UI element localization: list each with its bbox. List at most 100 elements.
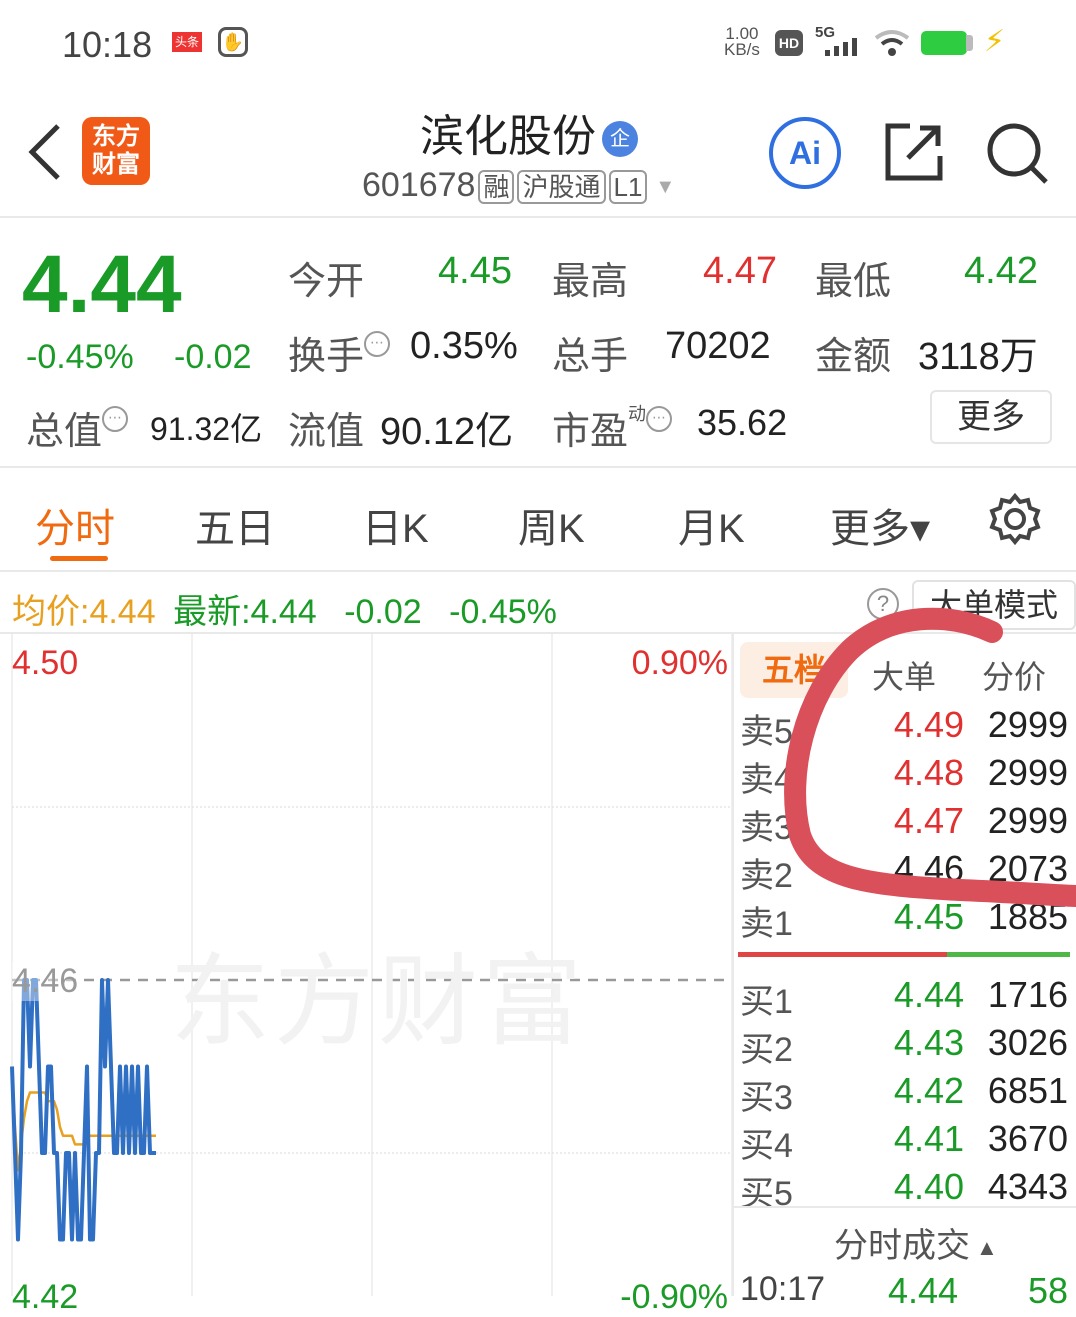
float-cap-value: 90.12亿 <box>380 411 514 453</box>
tab-big-order[interactable]: 大单 <box>872 659 937 695</box>
level-volume: 4343 <box>987 1166 1068 1207</box>
stock-code-line[interactable]: 601678 融沪股通 L1 ▼ <box>362 166 676 205</box>
level-label: 卖5 <box>740 713 793 751</box>
level-label: 买2 <box>740 1031 793 1069</box>
order-book-row[interactable]: 买1 4.44 1716 <box>734 974 1076 1022</box>
settings-gear-icon[interactable] <box>988 492 1042 546</box>
order-book-row[interactable]: 卖2 4.46 2073 <box>734 848 1076 896</box>
level-price: 4.43 <box>893 1022 964 1063</box>
order-book-row[interactable]: 卖3 4.47 2999 <box>734 800 1076 848</box>
charging-icon: ⚡ <box>984 25 1006 58</box>
battery-icon <box>921 31 967 55</box>
level-label: 买4 <box>740 1127 793 1165</box>
order-book-row[interactable]: 卖5 4.49 2999 <box>734 704 1076 752</box>
level-price: 4.44 <box>893 974 964 1015</box>
level-label: 卖1 <box>740 905 793 943</box>
connect-tag: 沪股通 <box>517 170 606 205</box>
tick-volume: 58 <box>1027 1270 1068 1311</box>
app-logo[interactable]: 东方 财富 <box>82 117 150 185</box>
info-icon[interactable]: ⋯ <box>646 406 673 432</box>
level-price: 4.48 <box>893 752 964 793</box>
level-label: 买3 <box>740 1079 793 1117</box>
level-volume: 2999 <box>987 704 1068 745</box>
share-icon[interactable] <box>882 120 946 184</box>
info-icon[interactable]: ⋯ <box>364 331 391 357</box>
battery-tip <box>966 35 973 51</box>
tab-weekly-k[interactable]: 周K <box>518 507 585 551</box>
market-cap-value: 91.32亿 <box>150 411 263 447</box>
order-book-row[interactable]: 卖4 4.48 2999 <box>734 752 1076 800</box>
y-tick-top: 4.50 <box>12 644 79 682</box>
level-volume: 6851 <box>987 1070 1068 1111</box>
order-book-row[interactable]: 买4 4.41 3670 <box>734 1118 1076 1166</box>
float-cap-label: 流值 <box>288 411 365 453</box>
open-value: 4.45 <box>438 250 512 292</box>
wifi-icon <box>874 30 910 56</box>
help-icon[interactable]: ? <box>867 588 899 620</box>
big-order-mode-button[interactable]: 大单模式 <box>912 580 1076 630</box>
stock-title: 滨化股份企 <box>420 100 638 164</box>
tab-five-day[interactable]: 五日 <box>195 507 275 551</box>
level-price: 4.41 <box>893 1118 964 1159</box>
tab-five-level[interactable]: 五档 <box>740 642 848 698</box>
change-pct: -0.45% <box>26 338 134 376</box>
status-time: 10:18 <box>62 24 153 65</box>
low-label: 最低 <box>815 261 892 303</box>
tab-daily-k[interactable]: 日K <box>362 507 429 551</box>
amount-label: 金额 <box>815 336 892 378</box>
more-button[interactable]: 更多 <box>930 390 1052 444</box>
tab-underline <box>50 556 108 561</box>
tab-price-split[interactable]: 分价 <box>982 659 1047 695</box>
level-label: 卖3 <box>740 809 793 847</box>
tick-price: 4.44 <box>888 1270 959 1311</box>
order-book-row[interactable]: 卖1 4.45 1885 <box>734 896 1076 944</box>
info-icon[interactable]: ⋯ <box>102 406 129 432</box>
level-volume: 2999 <box>987 800 1068 841</box>
level-volume: 3026 <box>987 1022 1068 1063</box>
turnover-value: 0.35% <box>410 325 518 367</box>
volume-label: 总手 <box>552 336 629 378</box>
y-tick-top-pct: 0.90% <box>631 644 728 682</box>
level-tag: L1 <box>608 170 648 205</box>
y-tick-bottom: 4.42 <box>12 1278 79 1316</box>
level-label: 卖2 <box>740 857 793 895</box>
tick-time: 10:17 <box>740 1270 826 1308</box>
level-price: 4.42 <box>893 1070 964 1111</box>
pe-label: 市盈动 ⋯ <box>552 400 673 455</box>
level-volume: 2999 <box>987 752 1068 793</box>
ticks-header[interactable]: 分时成交 ▲ <box>834 1227 998 1265</box>
low-value: 4.42 <box>964 250 1038 292</box>
open-label: 今开 <box>288 261 365 303</box>
market-cap-label: 总值 ⋯ <box>26 400 129 455</box>
turnover-label: 换手 ⋯ <box>288 325 391 380</box>
level-label: 卖4 <box>740 761 793 799</box>
margin-tag: 融 <box>478 170 515 205</box>
hd-icon: HD <box>775 30 803 56</box>
y-tick-prev-close: 4.46 <box>12 962 79 1001</box>
tab-more[interactable]: 更多▾ <box>830 507 931 551</box>
ai-button[interactable]: Ai <box>769 117 841 189</box>
price-line <box>10 978 156 1242</box>
high-value: 4.47 <box>703 250 777 292</box>
net-speed: 1.00 KB/s <box>724 24 760 59</box>
level-price: 4.49 <box>893 704 964 745</box>
search-icon[interactable] <box>984 120 1050 186</box>
tab-monthly-k[interactable]: 月K <box>678 507 745 551</box>
level-price: 4.40 <box>893 1166 964 1207</box>
app-badge-icon: 头条 <box>172 32 202 52</box>
caret-up-icon: ▲ <box>976 1235 998 1261</box>
pe-value: 35.62 <box>697 402 788 443</box>
order-book-row[interactable]: 买3 4.42 6851 <box>734 1070 1076 1118</box>
y-tick-bottom-pct: -0.90% <box>620 1278 728 1316</box>
order-book-row[interactable]: 买2 4.43 3026 <box>734 1022 1076 1070</box>
dropdown-icon[interactable]: ▼ <box>655 175 676 198</box>
high-label: 最高 <box>552 261 629 303</box>
back-button[interactable] <box>24 122 64 182</box>
enterprise-badge-icon: 企 <box>602 121 638 158</box>
level-label: 买1 <box>740 983 793 1021</box>
level-volume: 3670 <box>987 1118 1068 1159</box>
level-volume: 1885 <box>987 896 1068 937</box>
change-value: -0.02 <box>174 338 252 376</box>
tab-intraday[interactable]: 分时 <box>35 507 115 551</box>
hand-icon: ✋ <box>218 27 248 57</box>
